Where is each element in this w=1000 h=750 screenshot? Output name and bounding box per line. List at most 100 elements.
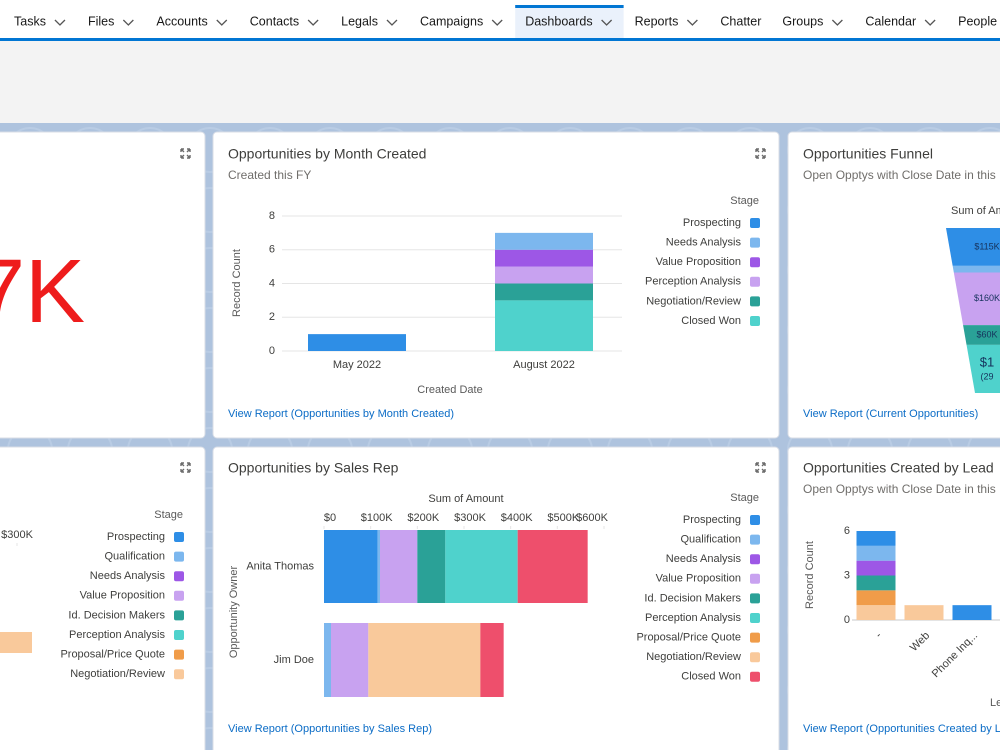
legend-label: Qualification: [104, 551, 165, 563]
nav-chevron[interactable]: [386, 19, 398, 26]
x-tick-label: $100K: [361, 512, 393, 524]
bar-segment: [856, 590, 896, 606]
y-axis-label: Opportunity Owner: [228, 566, 240, 659]
legend-label: Needs Analysis: [90, 570, 166, 582]
y-tick-label: 0: [269, 345, 275, 357]
expand-icon[interactable]: [180, 148, 191, 159]
bar-segment: [856, 560, 896, 576]
view-report-link[interactable]: View Report (Opportunities by Sales Rep): [228, 723, 432, 735]
legend-label: Needs Analysis: [666, 553, 742, 565]
metric-widget: 7K: [0, 242, 85, 342]
x-tick-label: $500K: [547, 512, 579, 524]
legend-label: Closed Won: [681, 315, 741, 327]
legend-label: Closed Won: [681, 671, 741, 683]
legend-title: Stage: [154, 509, 183, 521]
y-tick-label: 6: [269, 244, 275, 256]
legend-label: Id. Decision Makers: [644, 592, 741, 604]
nav-item[interactable]: Tasks: [14, 14, 46, 28]
legend-swatch: [750, 652, 760, 663]
legend-title: Stage: [730, 195, 759, 207]
nav-item[interactable]: Legals: [341, 14, 378, 28]
nav-item[interactable]: People: [958, 14, 997, 28]
x-tick-label: $0: [324, 512, 336, 524]
nav-item[interactable]: Contacts: [250, 14, 299, 28]
nav-item[interactable]: Calendar: [865, 14, 916, 28]
funnel-segment: [963, 325, 1000, 345]
card: [0, 446, 206, 750]
legend-swatch: [174, 649, 184, 660]
legend-label: Prospecting: [683, 514, 741, 526]
y-tick-label: 8: [269, 210, 275, 222]
expand-icon[interactable]: [180, 462, 191, 473]
bar-segment: [856, 545, 896, 561]
legend-label: Value Proposition: [656, 573, 741, 585]
bar-segment: [495, 266, 593, 284]
nav-chevron[interactable]: [54, 19, 66, 26]
funnel-segment: [952, 265, 1000, 273]
metric-value: 7K: [0, 242, 85, 342]
y-tick-label: 0: [844, 614, 850, 626]
y-tick-label: Anita Thomas: [246, 560, 314, 572]
nav-item[interactable]: Accounts: [156, 14, 207, 28]
header-band: [0, 41, 1000, 123]
legend-swatch: [750, 218, 760, 228]
view-report-link[interactable]: View Report (Opportunities Created by L: [803, 723, 1000, 735]
nav-chevron[interactable]: [924, 19, 936, 26]
nav-chevron[interactable]: [307, 19, 319, 26]
bar-segment: [445, 530, 518, 603]
expand-icons: [180, 148, 766, 473]
measure-label: Sum of Am: [951, 205, 1000, 217]
card: [787, 131, 1000, 439]
bar-segment: [856, 531, 896, 546]
legend-swatch: [174, 532, 184, 542]
widget-title: Opportunities by Sales Rep: [228, 460, 399, 476]
nav-item[interactable]: Files: [88, 14, 114, 28]
x-tick-label: $400K: [501, 512, 533, 524]
funnel-segment: [946, 228, 1000, 266]
card: [0, 131, 206, 439]
funnel-label: $160K: [974, 293, 1000, 303]
legend-swatch: [174, 630, 184, 640]
expand-icon[interactable]: [755, 462, 766, 473]
charts: Opportunities by Month Created Created th…: [1, 146, 1000, 735]
nav-item[interactable]: Groups: [782, 14, 823, 28]
legend-label: Proposal/Price Quote: [636, 632, 741, 644]
nav-item[interactable]: Campaigns: [420, 14, 483, 28]
expand-icon[interactable]: [755, 148, 766, 159]
nav-chevron[interactable]: [831, 19, 843, 26]
legend-title: Stage: [730, 492, 759, 504]
view-report-link[interactable]: View Report (Current Opportunities): [803, 408, 978, 420]
legend-swatch: [174, 669, 184, 680]
legend-label: Perception Analysis: [645, 276, 741, 288]
widget-subtitle: Open Opptys with Close Date in this F: [803, 482, 1000, 496]
nav-chevron[interactable]: [491, 19, 503, 26]
nav-item[interactable]: Dashboards: [525, 14, 592, 28]
widget-title: Opportunities Funnel: [803, 146, 933, 162]
legend-swatch: [750, 671, 760, 682]
bar-segment: [331, 623, 369, 697]
legend-swatch: [750, 237, 760, 248]
bar-segment: [517, 530, 588, 603]
legend-label: Negotiation/Review: [646, 651, 741, 663]
bar-segment: [495, 300, 593, 351]
nav-chevron[interactable]: [686, 19, 698, 26]
legend-label: Qualification: [680, 534, 741, 546]
nav-item[interactable]: Reports: [635, 14, 679, 28]
legend-swatch: [750, 613, 760, 623]
legend-swatch: [174, 571, 184, 582]
bar-segment: [324, 623, 331, 697]
y-tick-label: 3: [844, 569, 850, 581]
nav-item[interactable]: Chatter: [720, 14, 761, 28]
legend-label: Perception Analysis: [645, 612, 741, 624]
nav-chevron[interactable]: [601, 19, 613, 26]
funnel-percent: (29: [980, 371, 993, 381]
bar-segment: [495, 249, 593, 267]
nav-chevron[interactable]: [122, 19, 134, 26]
nav-chevron[interactable]: [216, 19, 228, 26]
view-report-link[interactable]: View Report (Opportunities by Month Crea…: [228, 408, 454, 420]
bar-segment: [417, 530, 446, 603]
legend-swatch: [750, 573, 760, 584]
legend-label: Proposal/Price Quote: [60, 649, 165, 661]
legend-swatch: [174, 590, 184, 601]
x-tick-label: $200K: [407, 512, 439, 524]
